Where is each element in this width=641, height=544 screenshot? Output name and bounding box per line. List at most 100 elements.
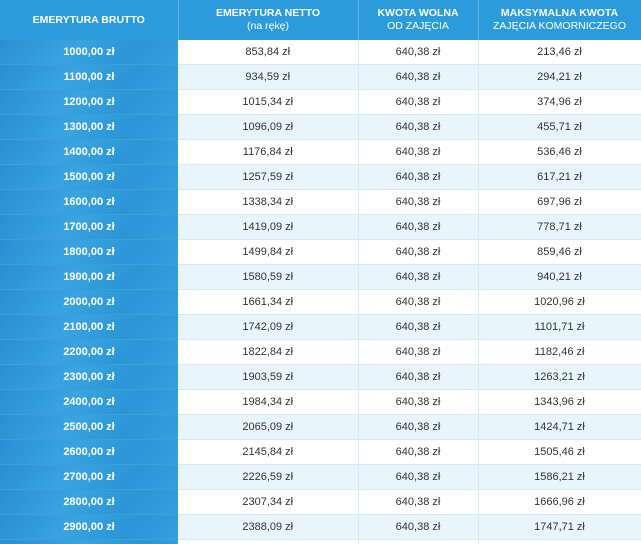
value-cell: 1263,21 zł — [478, 364, 641, 390]
table-row: 1100,00 zł 934,59 zł 640,38 zł 294,21 zł — [0, 64, 641, 90]
value-cell: 1101,71 zł — [478, 314, 641, 340]
value-cell: 940,21 zł — [478, 264, 641, 290]
gross-cell: 1600,00 zł — [0, 189, 178, 215]
column-header: KWOTA WOLNA OD ZAJĘCIA — [358, 0, 479, 40]
gross-cell: 1300,00 zł — [0, 114, 178, 140]
value-cell: 640,38 zł — [358, 164, 479, 190]
table-body: 1000,00 zł 853,84 zł 640,38 zł 213,46 zł 110… — [0, 40, 641, 544]
value-cell: 640,38 zł — [358, 214, 479, 240]
value-cell: 640,38 zł — [358, 89, 479, 115]
gross-cell: 1800,00 zł — [0, 239, 178, 265]
gross-cell: 2400,00 zł — [0, 389, 178, 415]
value-cell: 640,38 zł — [358, 40, 479, 65]
gross-cell: 2500,00 zł — [0, 414, 178, 440]
value-cell: 1176,84 zł — [178, 139, 359, 165]
gross-cell: 1400,00 zł — [0, 139, 178, 165]
gross-cell: 1000,00 zł — [0, 40, 178, 65]
value-cell: 640,38 zł — [358, 439, 479, 465]
gross-cell: 2300,00 zł — [0, 364, 178, 390]
value-cell: 1666,96 zł — [478, 489, 641, 515]
gross-cell: 1700,00 zł — [0, 214, 178, 240]
table-row: 2000,00 zł 1661,34 zł 640,38 zł 1020,96 zł — [0, 289, 641, 315]
table-row: 2500,00 zł 2065,09 zł 640,38 zł 1424,71 zł — [0, 414, 641, 440]
table-row: 1800,00 zł 1499,84 zł 640,38 zł 859,46 zł — [0, 239, 641, 265]
value-cell: 2145,84 zł — [178, 439, 359, 465]
value-cell: 640,38 zł — [358, 139, 479, 165]
value-cell: 640,38 zł — [358, 414, 479, 440]
gross-cell: 2200,00 zł — [0, 339, 178, 365]
value-cell: 640,38 zł — [358, 64, 479, 90]
header-text: MAKSYMALNA KWOTA — [500, 7, 619, 19]
gross-cell: 1200,00 zł — [0, 89, 178, 115]
value-cell: 1505,46 zł — [478, 439, 641, 465]
value-cell: 2307,34 zł — [178, 489, 359, 515]
value-cell: 1424,71 zł — [478, 414, 641, 440]
table-row: 1900,00 zł 1580,59 zł 640,38 zł 940,21 zł — [0, 264, 641, 290]
value-cell: 617,21 zł — [478, 164, 641, 190]
value-cell: 2468,84 zł — [178, 539, 359, 544]
table-row: 2600,00 zł 2145,84 zł 640,38 zł 1505,46 zł — [0, 439, 641, 465]
gross-cell: 3000,00 zł — [0, 539, 178, 544]
value-cell: 1499,84 zł — [178, 239, 359, 265]
value-cell: 640,38 zł — [358, 489, 479, 515]
table-row: 1600,00 zł 1338,34 zł 640,38 zł 697,96 zł — [0, 189, 641, 215]
table-row: 2800,00 zł 2307,34 zł 640,38 zł 1666,96 zł — [0, 489, 641, 515]
table-row: 1300,00 zł 1096,09 zł 640,38 zł 455,71 zł — [0, 114, 641, 140]
value-cell: 1096,09 zł — [178, 114, 359, 140]
gross-cell: 2900,00 zł — [0, 514, 178, 540]
value-cell: 2226,59 zł — [178, 464, 359, 490]
value-cell: 1343,96 zł — [478, 389, 641, 415]
value-cell: 1742,09 zł — [178, 314, 359, 340]
value-cell: 213,46 zł — [478, 40, 641, 65]
gross-cell: 2600,00 zł — [0, 439, 178, 465]
value-cell: 640,38 zł — [358, 364, 479, 390]
gross-cell: 2000,00 zł — [0, 289, 178, 315]
value-cell: 859,46 zł — [478, 239, 641, 265]
column-header: EMERYTURA NETTO (na rękę) — [178, 0, 359, 40]
table-row: 1500,00 zł 1257,59 zł 640,38 zł 617,21 zł — [0, 164, 641, 190]
gross-cell: 2800,00 zł — [0, 489, 178, 515]
value-cell: 778,71 zł — [478, 214, 641, 240]
table-row: 2900,00 zł 2388,09 zł 640,38 zł 1747,71 zł — [0, 514, 641, 540]
value-cell: 640,38 zł — [358, 314, 479, 340]
value-cell: 1903,59 zł — [178, 364, 359, 390]
value-cell: 640,38 zł — [358, 514, 479, 540]
header-row: EMERYTURA BRUTTO EMERYTURA NETTO (na rękę)… — [0, 0, 641, 40]
gross-cell: 1500,00 zł — [0, 164, 178, 190]
value-cell: 1822,84 zł — [178, 339, 359, 365]
table-row: 2200,00 zł 1822,84 zł 640,38 zł 1182,46 zł — [0, 339, 641, 365]
value-cell: 294,21 zł — [478, 64, 641, 90]
value-cell: 1828,46 zł — [478, 539, 641, 544]
value-cell: 640,38 zł — [358, 339, 479, 365]
value-cell: 697,96 zł — [478, 189, 641, 215]
column-header: MAKSYMALNA KWOTA ZAJĘCIA KOMORNICZEGO — [478, 0, 641, 40]
header-subtext: OD ZAJĘCIA — [387, 20, 449, 32]
value-cell: 1586,21 zł — [478, 464, 641, 490]
value-cell: 640,38 zł — [358, 539, 479, 544]
table-row: 2100,00 zł 1742,09 zł 640,38 zł 1101,71 zł — [0, 314, 641, 340]
value-cell: 2388,09 zł — [178, 514, 359, 540]
value-cell: 934,59 zł — [178, 64, 359, 90]
value-cell: 1580,59 zł — [178, 264, 359, 290]
table-row: 1400,00 zł 1176,84 zł 640,38 zł 536,46 zł — [0, 139, 641, 165]
value-cell: 640,38 zł — [358, 189, 479, 215]
table-row: 1200,00 zł 1015,34 zł 640,38 zł 374,96 zł — [0, 89, 641, 115]
value-cell: 1020,96 zł — [478, 289, 641, 315]
column-header: EMERYTURA BRUTTO — [0, 0, 179, 40]
value-cell: 1747,71 zł — [478, 514, 641, 540]
value-cell: 1182,46 zł — [478, 339, 641, 365]
value-cell: 640,38 zł — [358, 114, 479, 140]
table-row: 2700,00 zł 2226,59 zł 640,38 zł 1586,21 zł — [0, 464, 641, 490]
value-cell: 1419,09 zł — [178, 214, 359, 240]
value-cell: 640,38 zł — [358, 264, 479, 290]
value-cell: 640,38 zł — [358, 389, 479, 415]
gross-cell: 1900,00 zł — [0, 264, 178, 290]
gross-cell: 2700,00 zł — [0, 464, 178, 490]
value-cell: 1015,34 zł — [178, 89, 359, 115]
table-header: EMERYTURA BRUTTO EMERYTURA NETTO (na rękę)… — [0, 0, 641, 40]
value-cell: 455,71 zł — [478, 114, 641, 140]
value-cell: 536,46 zł — [478, 139, 641, 165]
header-text: KWOTA WOLNA — [377, 7, 459, 19]
